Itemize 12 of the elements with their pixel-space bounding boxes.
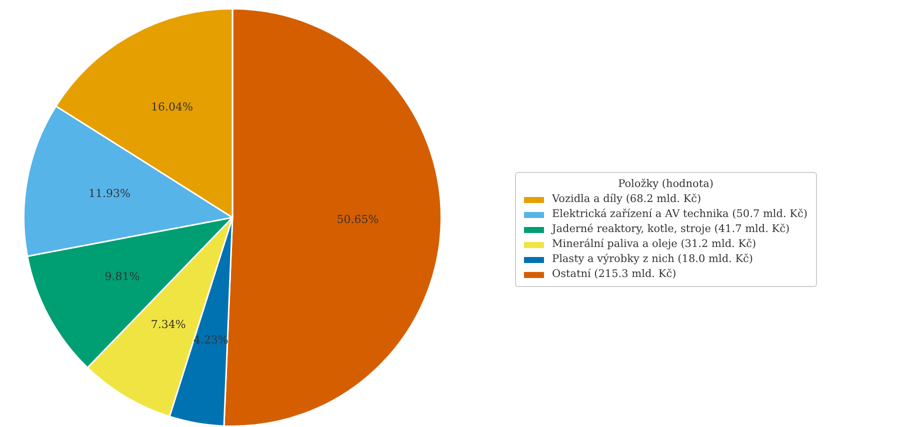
data-label: 50.65% (336, 212, 379, 226)
data-label: 11.93% (88, 186, 130, 200)
legend-label: Vozidla a díly (68.2 mld. Kč) (552, 192, 702, 207)
data-label: 7.34% (150, 318, 186, 331)
legend-label: Plasty a výrobky z nich (18.0 mld. Kč) (552, 252, 754, 267)
legend-label: Minerální paliva a oleje (31.2 mld. Kč) (552, 237, 756, 252)
legend-label: Jaderné reaktory, kotle, stroje (41.7 mld. Kč) (552, 222, 790, 237)
legend-label: Ostatní (215.3 mld. Kč) (552, 267, 676, 282)
data-label: 16.04% (151, 100, 193, 114)
data-label: 9.81% (104, 270, 140, 283)
legend-title: Položky (hodnota) (617, 177, 714, 192)
legend-label: Elektrická zařízení a AV technika (50.7 mld. Kč) (552, 207, 808, 222)
